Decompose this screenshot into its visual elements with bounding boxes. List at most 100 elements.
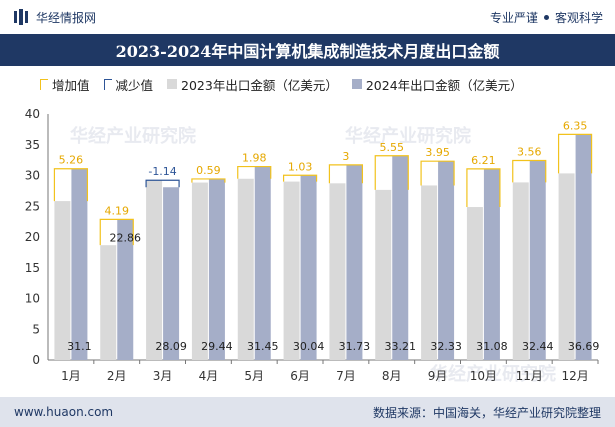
value-label-2024-3: 28.09 — [155, 340, 187, 353]
change-label-2: 4.19 — [105, 204, 130, 217]
x-tick-label-6: 6月 — [290, 369, 310, 383]
change-label-8: 5.55 — [380, 141, 405, 154]
bar-2024-9 — [438, 161, 455, 360]
y-tick-label-2: 10 — [25, 292, 40, 306]
bar-2023-11 — [512, 182, 529, 360]
legend-label-2023: 2023年出口金额（亿美元） — [181, 77, 338, 93]
change-bracket-8 — [374, 155, 409, 190]
bar-2024-3 — [163, 187, 180, 360]
change-label-4: 0.59 — [196, 164, 221, 177]
value-label-2024-1: 31.1 — [67, 340, 92, 353]
x-tick-label-2: 2月 — [107, 369, 127, 383]
bar-2024-2 — [117, 219, 134, 360]
bar-2023-2 — [100, 245, 117, 360]
y-tick-label-7: 35 — [25, 138, 40, 152]
x-tick-label-1: 1月 — [61, 369, 81, 383]
x-tick-label-8: 8月 — [382, 369, 402, 383]
legend-label-2024: 2024年出口金额（亿美元） — [365, 77, 523, 93]
legend-label-decrease: 减少值 — [115, 77, 154, 93]
y-tick-label-1: 5 — [32, 322, 40, 336]
change-label-9: 3.95 — [425, 146, 450, 159]
x-tick-label-9: 9月 — [428, 369, 448, 383]
x-tick-label-10: 10月 — [470, 369, 497, 383]
bar-2024-7 — [346, 164, 363, 360]
chart: 0 5 10 15 20 25 30 35 40 5.26 31.1 1月 4.19 22.86 2月 -1.… — [25, 107, 600, 383]
bar-2024-11 — [529, 160, 546, 360]
change-bracket-2 — [99, 218, 134, 246]
change-label-3: -1.14 — [148, 165, 176, 178]
legend-swatch-2024 — [351, 79, 362, 89]
change-bracket-5 — [237, 165, 272, 179]
bar-2023-5 — [237, 178, 254, 360]
chart-title: 2023-2024年中国计算机集成制造技术月度出口金额 — [115, 42, 500, 61]
value-label-2024-11: 32.44 — [522, 340, 554, 353]
bar-2024-1 — [71, 168, 88, 360]
change-bracket-7 — [328, 164, 364, 184]
legend: 增加值 减少值 2023年出口金额（亿美元） 2024年出口金额（亿美元） — [40, 74, 537, 94]
legend-swatch-2023 — [167, 79, 178, 89]
x-tick-label-11: 11月 — [516, 369, 543, 383]
bar-2023-1 — [54, 201, 71, 360]
bar-2024-12 — [575, 134, 592, 360]
top-bar: 华经情报网 专业严谨 客观科学 — [0, 0, 615, 34]
tag-2: 客观科学 — [554, 10, 603, 25]
change-label-1: 5.26 — [59, 154, 84, 167]
bar-2023-7 — [329, 183, 346, 360]
value-label-2024-4: 29.44 — [201, 340, 233, 353]
legend-item-2024: 2024年出口金额（亿美元） — [351, 75, 523, 94]
legend-label-increase: 增加值 — [52, 77, 90, 93]
change-label-12: 6.35 — [563, 119, 588, 132]
change-label-11: 3.56 — [517, 145, 542, 158]
bar-2024-6 — [300, 175, 317, 360]
bar-2023-12 — [558, 173, 575, 360]
value-label-2024-7: 31.73 — [339, 340, 371, 353]
x-tick-label-5: 5月 — [244, 369, 264, 383]
bar-2023-10 — [466, 207, 483, 360]
y-tick-label-8: 40 — [25, 107, 40, 121]
bar-2024-4 — [208, 178, 225, 360]
bar-2024-8 — [392, 155, 409, 360]
change-label-10: 6.21 — [471, 154, 496, 167]
x-tick-label-3: 3月 — [153, 369, 173, 383]
logo-icon — [14, 9, 28, 25]
bar-2023-8 — [375, 189, 392, 360]
tag-1: 专业严谨 — [489, 10, 538, 25]
dot-separator — [543, 14, 549, 20]
value-label-2024-8: 33.21 — [385, 340, 417, 353]
y-tick-label-3: 15 — [25, 261, 40, 275]
value-label-2024-10: 31.08 — [476, 340, 508, 353]
x-tick-label-4: 4月 — [199, 369, 219, 383]
change-bracket-6 — [282, 174, 318, 182]
legend-swatch-decrease — [103, 78, 112, 90]
brand: 华经情报网 — [0, 9, 96, 26]
bar-2023-9 — [421, 185, 438, 360]
x-tick-label-12: 12月 — [561, 369, 588, 383]
bar-2023-3 — [146, 180, 163, 360]
change-label-5: 1.98 — [242, 152, 267, 165]
footer: www.huaon.com 数据来源：中国海关，华经产业研究院整理 — [0, 397, 615, 427]
change-bracket-9 — [420, 160, 455, 186]
bar-2023-4 — [191, 182, 208, 360]
change-bracket-4 — [191, 178, 226, 183]
value-label-2024-12: 36.69 — [568, 340, 600, 353]
value-label-2024-6: 30.04 — [293, 340, 325, 353]
y-tick-label-6: 30 — [25, 169, 40, 183]
change-bracket-1 — [53, 168, 89, 202]
change-label-6: 1.03 — [288, 160, 313, 173]
legend-item-2023: 2023年出口金额（亿美元） — [167, 75, 338, 94]
bar-2024-10 — [483, 168, 500, 360]
change-bracket-12 — [557, 133, 593, 174]
value-label-2024-2: 22.86 — [110, 231, 142, 244]
legend-item-increase: 增加值 — [40, 75, 90, 94]
value-label-2024-9: 32.33 — [430, 340, 462, 353]
bar-2024-5 — [254, 166, 271, 360]
change-bracket-10 — [466, 168, 501, 208]
slogan-tags: 专业严谨 客观科学 — [490, 9, 615, 26]
y-tick-label-0: 0 — [32, 353, 40, 367]
legend-swatch-increase — [40, 78, 48, 90]
brand-name: 华经情报网 — [36, 10, 97, 25]
y-tick-label-4: 20 — [25, 230, 40, 244]
legend-item-decrease: 减少值 — [103, 75, 154, 94]
change-label-7: 3 — [342, 150, 349, 163]
footer-website: www.huaon.com — [14, 405, 114, 419]
